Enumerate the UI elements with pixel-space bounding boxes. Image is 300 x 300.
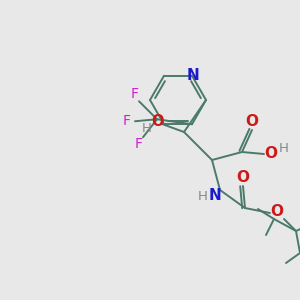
Text: O: O <box>236 170 250 185</box>
Text: N: N <box>187 68 200 83</box>
Text: H: H <box>198 190 208 202</box>
Text: F: F <box>135 137 143 151</box>
Text: O: O <box>151 115 163 130</box>
Text: F: F <box>131 87 139 101</box>
Text: O: O <box>245 115 259 130</box>
Text: F: F <box>123 114 131 128</box>
Text: H: H <box>279 142 289 155</box>
Text: O: O <box>265 146 278 160</box>
Text: O: O <box>271 203 284 218</box>
Text: H: H <box>142 122 152 136</box>
Text: N: N <box>208 188 221 203</box>
